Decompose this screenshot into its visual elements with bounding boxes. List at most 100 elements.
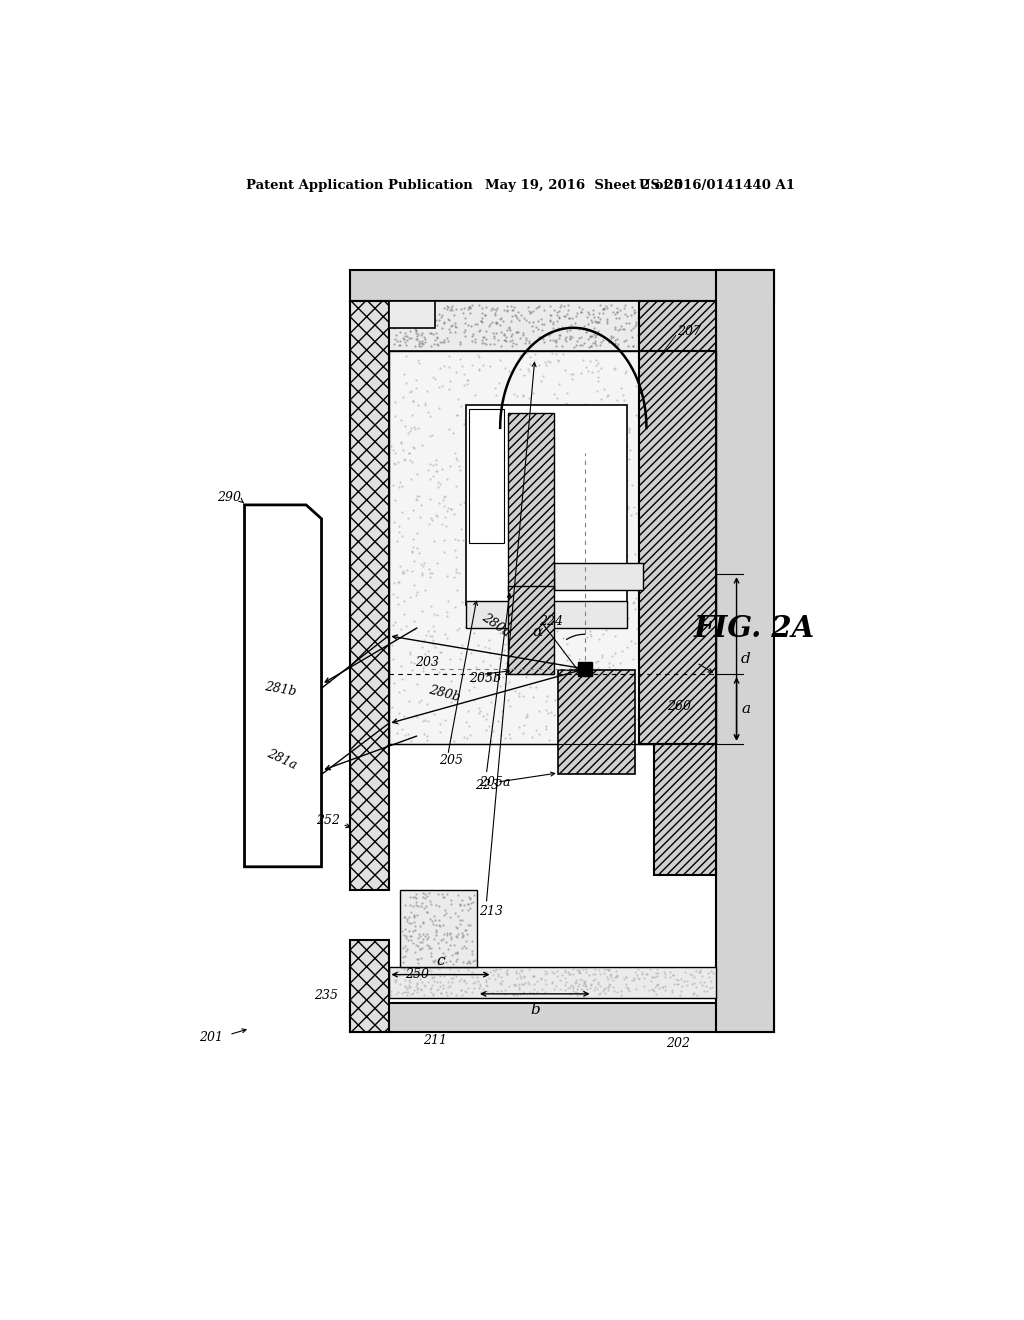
Point [570, 648, 587, 669]
Point [401, 974, 418, 995]
Point [654, 701, 671, 722]
Point [401, 586, 418, 607]
Point [391, 965, 408, 986]
Point [394, 387, 411, 408]
Point [531, 457, 548, 478]
Point [415, 660, 431, 681]
Point [606, 333, 623, 354]
Point [543, 422, 559, 444]
Point [603, 553, 620, 574]
Point [447, 903, 464, 924]
Point [555, 409, 571, 430]
Text: 235: 235 [314, 989, 339, 1002]
Point [493, 308, 509, 329]
Point [618, 636, 635, 657]
Point [391, 572, 408, 593]
Point [645, 430, 662, 451]
Point [671, 496, 687, 517]
Point [414, 892, 430, 913]
Point [497, 330, 513, 351]
Point [454, 899, 470, 920]
Point [417, 647, 433, 668]
Point [392, 312, 409, 333]
Point [627, 301, 643, 322]
Point [439, 296, 456, 317]
Point [440, 498, 457, 519]
Point [395, 925, 412, 946]
Point [562, 982, 579, 1003]
Point [536, 532, 552, 553]
Point [627, 544, 643, 565]
Point [695, 535, 712, 556]
Point [415, 932, 431, 953]
Point [446, 529, 463, 550]
Point [404, 436, 421, 457]
Point [442, 894, 459, 915]
Point [409, 537, 425, 558]
Point [538, 974, 554, 995]
Point [683, 335, 699, 356]
Point [399, 939, 416, 960]
Point [647, 305, 664, 326]
Point [628, 560, 644, 581]
Point [460, 403, 476, 424]
Point [401, 925, 418, 946]
Point [657, 335, 674, 356]
Text: b: b [530, 1003, 540, 1018]
Point [424, 974, 440, 995]
Point [453, 968, 469, 989]
Point [422, 908, 438, 929]
Point [621, 607, 637, 628]
Point [524, 965, 541, 986]
Point [693, 294, 710, 315]
Point [568, 330, 585, 351]
Point [703, 343, 720, 364]
Point [653, 455, 670, 477]
Point [554, 965, 570, 986]
Point [569, 479, 586, 500]
Point [512, 965, 528, 986]
Point [641, 560, 657, 581]
Point [386, 392, 402, 413]
Point [603, 294, 620, 315]
Point [521, 974, 538, 995]
Point [546, 384, 562, 405]
Point [396, 936, 413, 957]
Point [566, 710, 583, 731]
Point [396, 416, 413, 437]
Point [515, 323, 531, 345]
Point [641, 668, 657, 689]
Point [488, 425, 505, 446]
Point [636, 616, 652, 638]
Point [697, 322, 714, 343]
Point [581, 578, 597, 599]
Point [387, 305, 403, 326]
Point [532, 327, 549, 348]
Point [539, 686, 555, 708]
Point [584, 711, 600, 733]
Point [464, 966, 480, 987]
Point [402, 730, 419, 751]
Point [601, 656, 617, 677]
Point [414, 333, 430, 354]
Point [550, 587, 566, 609]
Point [633, 407, 649, 428]
Point [658, 350, 675, 371]
Point [478, 981, 495, 1002]
Point [412, 333, 428, 354]
Point [431, 397, 447, 418]
Point [560, 317, 577, 338]
Point [667, 364, 683, 385]
Point [686, 983, 702, 1005]
Point [387, 972, 403, 993]
Point [522, 302, 539, 323]
Point [430, 909, 446, 931]
Point [590, 312, 606, 333]
Point [684, 478, 700, 499]
Point [702, 399, 719, 420]
Point [674, 975, 690, 997]
Point [525, 966, 542, 987]
Point [647, 352, 664, 374]
Point [702, 434, 719, 455]
Point [548, 975, 564, 997]
